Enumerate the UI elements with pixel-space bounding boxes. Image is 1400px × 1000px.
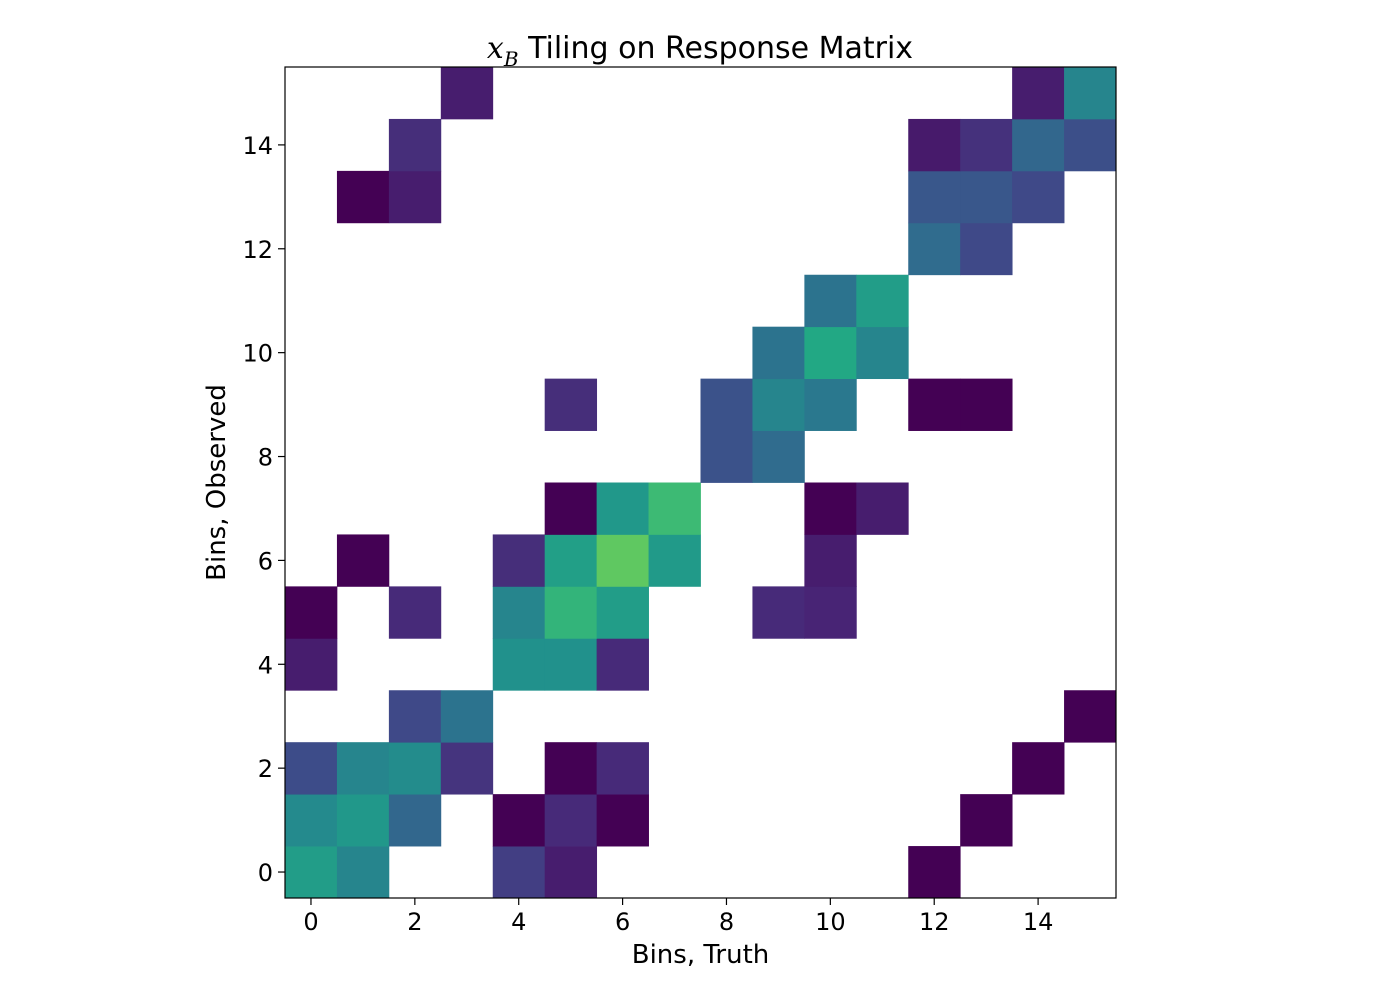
heatmap-cell (1012, 170, 1065, 224)
heatmap-cell (1064, 118, 1117, 172)
heatmap-cell (544, 846, 598, 899)
heatmap-cell (440, 690, 494, 743)
heatmap-cell (856, 482, 909, 535)
heatmap-cell (1012, 67, 1065, 120)
heatmap-cell (492, 638, 546, 691)
y-tick-label: 14 (242, 132, 273, 160)
heatmap-cell (492, 794, 546, 847)
heatmap-cell (908, 378, 961, 431)
heatmap-cell (596, 586, 649, 639)
heatmap-cell (752, 326, 805, 380)
y-tick-label: 10 (242, 340, 273, 368)
x-tick-label: 6 (615, 908, 630, 936)
x-axis-label: Bins, Truth (632, 940, 770, 970)
heatmap-cell (856, 274, 909, 328)
chart-title-subscript: B (503, 47, 519, 71)
heatmap-cell (544, 794, 598, 847)
chart-title-text: Tiling on Response Matrix (519, 31, 914, 66)
y-tick-label: 0 (258, 859, 273, 887)
x-tick-label: 8 (719, 908, 734, 936)
heatmap-cell (1064, 690, 1117, 743)
heatmap-cell (596, 638, 649, 691)
y-tick-label: 2 (258, 755, 273, 783)
heatmap-cell (596, 742, 649, 795)
heatmap-cell (285, 846, 338, 899)
heatmap-cell (752, 430, 805, 483)
heatmap-cell (752, 586, 805, 639)
heatmap-cell (648, 534, 701, 587)
heatmap-cell (908, 846, 961, 899)
heatmap-cell (285, 742, 338, 795)
heatmap-cell (700, 378, 753, 431)
heatmap-cell (285, 638, 338, 691)
heatmap-cell (388, 794, 442, 847)
heatmap-cell (596, 482, 649, 535)
heatmap-cell (336, 170, 390, 224)
heatmap-cell (544, 534, 598, 587)
heatmap-cell (804, 586, 857, 639)
x-tick-label: 14 (1023, 908, 1054, 936)
heatmap-cell (336, 794, 390, 847)
heatmap-cell (388, 170, 442, 224)
heatmap-cell (960, 170, 1013, 224)
heatmap-cell (285, 586, 338, 639)
y-tick-label: 6 (258, 547, 273, 575)
chart-title-variable: x (487, 31, 504, 66)
x-tick-label: 0 (303, 908, 318, 936)
heatmap-cell (336, 534, 390, 587)
heatmap-cell (544, 742, 598, 795)
heatmap-cell (908, 222, 961, 276)
heatmap-cell (648, 482, 701, 535)
heatmap-cell (960, 222, 1013, 276)
x-tick-label: 4 (511, 908, 526, 936)
axis-ticks: 0 2 4 6 8 10 12 14 0 2 4 6 8 10 12 14 (242, 132, 1053, 936)
heatmap-cell (1012, 742, 1065, 795)
heatmap-cell (440, 67, 494, 120)
heatmap-cell (596, 534, 649, 587)
heatmap-cell (908, 170, 961, 224)
heatmap-cell (388, 118, 442, 172)
heatmap-cell (492, 534, 546, 587)
heatmap-cell (960, 118, 1013, 172)
y-tick-label: 8 (258, 444, 273, 472)
heatmap-cell (336, 846, 390, 899)
heatmap-cell (960, 794, 1013, 847)
heatmap-cell (856, 326, 909, 380)
heatmap-cell (388, 690, 442, 743)
heatmap-cell (908, 118, 961, 172)
y-tick-label: 4 (258, 651, 273, 679)
heatmap-cell (492, 586, 546, 639)
heatmap-cell (544, 378, 598, 431)
heatmap-cell (285, 794, 338, 847)
y-axis-label: Bins, Observed (202, 384, 232, 581)
y-tick-label: 12 (242, 236, 273, 264)
x-tick-label: 2 (407, 908, 422, 936)
heatmap-cell (544, 482, 598, 535)
heatmap-cell (804, 274, 857, 328)
heatmap-cell (492, 846, 546, 899)
heatmap-cell (804, 326, 857, 380)
heatmap-cell (804, 378, 857, 431)
heatmap-cell (544, 638, 598, 691)
heatmap-cells (285, 67, 1117, 899)
heatmap-cell (596, 794, 649, 847)
heatmap-cell (752, 378, 805, 431)
heatmap-cell (960, 378, 1013, 431)
heatmap-cell (1012, 118, 1065, 172)
x-tick-label: 12 (919, 908, 950, 936)
heatmap-cell (804, 534, 857, 587)
plot-frame (284, 66, 1117, 899)
heatmap-cell (1064, 67, 1117, 120)
heatmap-cell (700, 430, 753, 483)
heatmap-cell (804, 482, 857, 535)
x-tick-label: 10 (815, 908, 846, 936)
heatmap-cell (440, 742, 494, 795)
heatmap-cell (336, 742, 390, 795)
heatmap-cell (388, 586, 442, 639)
heatmap-cell (388, 742, 442, 795)
heatmap-cell (544, 586, 598, 639)
chart-title: xB Tiling on Response Matrix (487, 31, 913, 71)
